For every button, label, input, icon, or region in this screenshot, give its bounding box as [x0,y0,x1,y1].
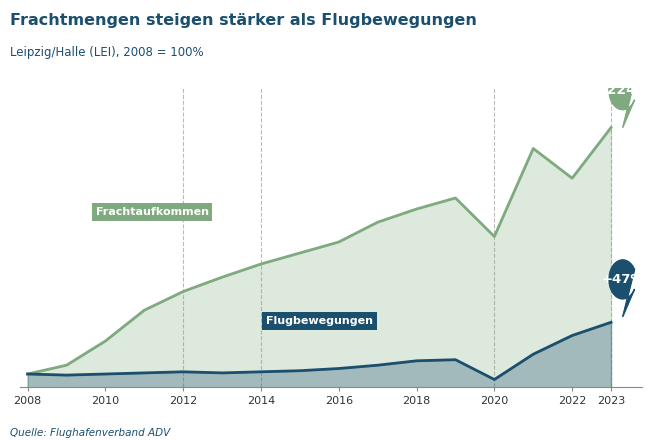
Text: Frachtaufkommen: Frachtaufkommen [95,207,209,217]
Text: Quelle: Flughafenverband ADV: Quelle: Flughafenverband ADV [10,428,170,438]
Polygon shape [609,260,635,317]
Text: +224%: +224% [595,83,650,97]
Text: Frachtmengen steigen stärker als Flugbewegungen: Frachtmengen steigen stärker als Flugbew… [10,13,477,28]
Text: +47%: +47% [602,273,644,286]
Text: Flugbewegungen: Flugbewegungen [266,316,373,326]
Text: Leipzig/Halle (LEI), 2008 = 100%: Leipzig/Halle (LEI), 2008 = 100% [10,46,203,59]
Polygon shape [609,71,635,128]
